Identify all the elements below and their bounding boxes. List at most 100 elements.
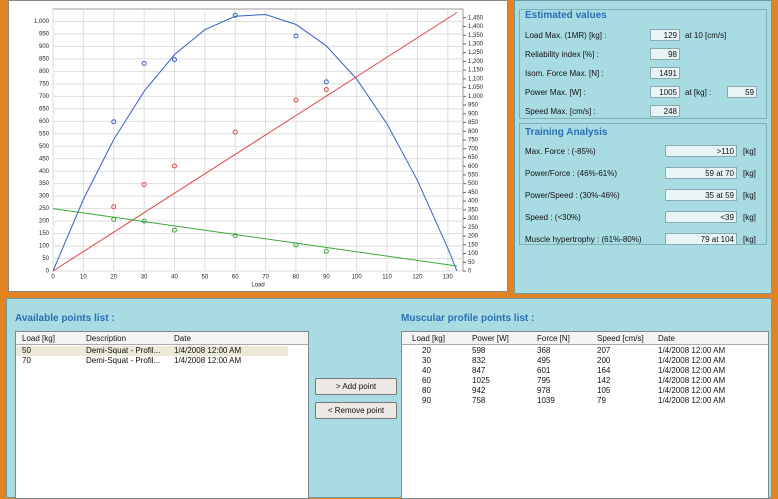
data-point [171,227,177,233]
x-tick-label: 70 [262,275,269,281]
y2-tick-label: 250 [468,225,479,231]
y2-tick-label: 1,100 [468,76,484,82]
analysis-label: Power/Force : (46%-61%) [525,169,618,178]
list-cell: 1/4/2008 12:00 AM [658,366,726,375]
y-tick-label: 950 [39,32,50,38]
y2-tick-label: 500 [468,181,479,187]
data-point [293,242,299,248]
data-point [232,12,238,18]
results-panel: Estimated values Training Analysis Load … [514,0,772,294]
profile-list[interactable]: Load [kg] Power [W] Force [N] Speed [cm/s] D… [401,331,769,499]
analysis-value: 79 at 104 [665,233,737,245]
available-title: Available points list : [15,313,115,324]
data-point [232,233,238,239]
x-axis-label: Load [251,283,264,289]
y-tick-label: 900 [39,44,50,50]
y2-tick-label: 550 [468,173,479,179]
field-unit: at 10 [cm/s] [685,31,727,40]
x-tick-label: 110 [382,275,392,281]
column-header: Force [N] [537,334,570,343]
y-tick-label: 400 [39,169,50,175]
y-tick-label: 500 [39,144,50,150]
y-tick-label: 450 [39,156,50,162]
list-cell: 1/4/2008 12:00 AM [658,396,726,405]
list-cell: 20 [422,346,431,355]
data-point [293,33,299,39]
y-tick-label: 50 [42,256,49,262]
y2-tick-label: 650 [468,155,479,161]
analysis-label: Speed : (<30%) [525,213,581,222]
training-title: Training Analysis [525,127,608,138]
list-cell: 1/4/2008 12:00 AM [658,356,726,365]
data-point [111,119,117,125]
list-cell: 1/4/2008 12:00 AM [658,376,726,385]
y-tick-label: 250 [39,206,50,212]
field-label: Load Max. (1MR) [kg] : [525,31,607,40]
y2-tick-label: 150 [468,242,479,248]
y2-tick-label: 1,250 [468,50,484,56]
y-tick-label: 350 [39,181,50,187]
y2-tick-label: 0 [468,269,472,275]
data-point [323,248,329,254]
list-cell: 847 [472,366,486,375]
analysis-unit: [kg] [743,213,756,222]
list-cell: 495 [537,356,551,365]
list-header: Load [kg] Power [W] Force [N] Speed [cm/s] D… [402,332,768,345]
list-cell: 1025 [472,376,490,385]
analysis-unit: [kg] [743,191,756,200]
y-tick-label: 700 [39,94,50,100]
column-header: Load [kg] [22,334,55,343]
column-header: Speed [cm/s] [597,334,644,343]
fit-curve [52,13,458,272]
analysis-unit: [kg] [743,235,756,244]
y2-tick-label: 850 [468,120,479,126]
y2-tick-label: 900 [468,111,479,117]
list-cell: 942 [472,386,486,395]
field-value: 248 [650,105,680,117]
remove-point-button[interactable]: < Remove point [315,402,397,419]
x-tick-label: 30 [141,275,148,281]
y-tick-label: 1,000 [34,19,50,25]
list-cell: 1/4/2008 12:00 AM [174,356,242,365]
data-point [171,163,177,169]
y2-tick-label: 1,300 [468,42,484,48]
list-cell: 832 [472,356,486,365]
add-point-button[interactable]: > Add point [315,378,397,395]
y-tick-label: 100 [39,244,50,250]
analysis-value: 35 at 59 [665,189,737,201]
data-point [171,57,177,63]
list-cell: 142 [597,376,611,385]
analysis-value: <39 [665,211,737,223]
x-tick-label: 80 [293,275,300,281]
data-point [323,79,329,85]
analysis-label: Power/Speed : (30%-46%) [525,191,620,200]
y2-tick-label: 350 [468,207,479,213]
y2-tick-label: 950 [468,103,479,109]
list-cell: 207 [597,346,611,355]
y2-tick-label: 400 [468,199,479,205]
y2-tick-label: 750 [468,138,479,144]
y-tick-label: 850 [39,56,50,62]
estimated-title: Estimated values [525,10,607,21]
y2-tick-label: 600 [468,164,479,170]
list-header: Load [kg] Description Date [16,332,308,345]
y-tick-label: 750 [39,81,50,87]
y2-tick-label: 1,000 [468,94,484,100]
field-value: 1491 [650,67,680,79]
column-header: Power [W] [472,334,509,343]
list-cell: 978 [537,386,551,395]
y2-tick-label: 800 [468,129,479,135]
analysis-label: Muscle hypertrophy : (61%-80%) [525,235,642,244]
list-cell: 50 [22,346,31,355]
y2-tick-label: 450 [468,190,479,196]
column-header: Date [658,334,675,343]
y-tick-label: 550 [39,131,50,137]
list-cell: 60 [422,376,431,385]
field-value: 98 [650,48,680,60]
available-list[interactable]: Load [kg] Description Date 50 Demi-Squat - P… [15,331,309,499]
list-cell: Demi-Squat - Profil... [86,346,161,355]
y2-tick-label: 300 [468,216,479,222]
list-cell: 368 [537,346,551,355]
y-tick-label: 150 [39,231,50,237]
